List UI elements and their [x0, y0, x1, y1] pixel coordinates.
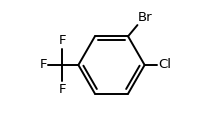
Text: F: F [58, 34, 66, 47]
Text: F: F [58, 83, 66, 96]
Text: Cl: Cl [158, 58, 171, 71]
Text: F: F [40, 58, 47, 71]
Text: Br: Br [138, 12, 153, 24]
